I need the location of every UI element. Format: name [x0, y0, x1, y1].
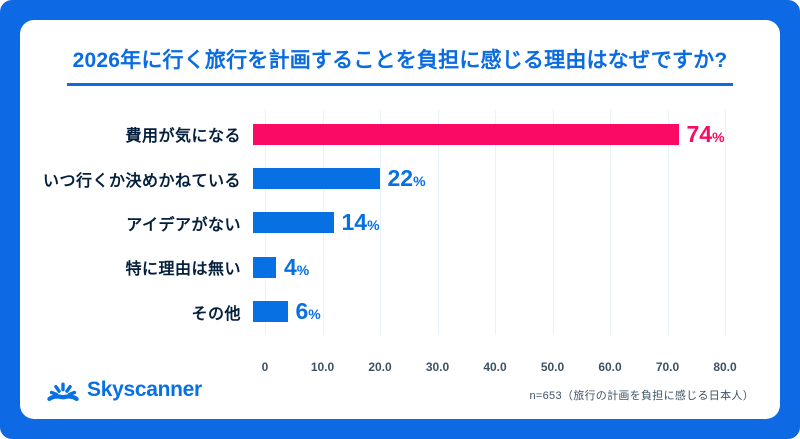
value-label: 22%	[387, 165, 426, 192]
chart-row: アイデアがない 14%	[20, 201, 775, 245]
category-label: いつ行くか決めかねている	[42, 172, 241, 190]
category-label: アイデアがない	[126, 216, 241, 234]
page-title: 2026年に行く旅行を計画することを負担に感じる理由はなぜですか?	[66, 44, 734, 86]
bar-track: 4%	[253, 253, 775, 280]
chart-row: 費用が気になる 74%	[20, 112, 775, 156]
bar	[253, 168, 380, 190]
gridline	[495, 110, 496, 335]
bar	[253, 256, 276, 278]
x-tick: 0	[261, 360, 269, 374]
category-label: 費用が気になる	[125, 128, 241, 146]
gridline	[667, 110, 669, 335]
x-tick: 40.0	[483, 360, 507, 374]
x-tick: 60.0	[598, 360, 622, 374]
x-tick: 50.0	[540, 360, 565, 374]
value-label: 4%	[284, 253, 310, 280]
gridline	[725, 110, 726, 335]
bar-track: 74%	[253, 120, 775, 147]
category-label: 特に理由は無い	[125, 261, 241, 279]
gridline	[380, 110, 381, 335]
value-label: 6%	[295, 298, 321, 325]
logo-text: Skyscanner	[87, 378, 202, 401]
title-wrap: 2026年に行く旅行を計画することを負担に感じる理由はなぜですか?	[20, 44, 780, 86]
chart-row: 特に理由は無い 4%	[20, 245, 775, 289]
skyscanner-logo: Skyscanner	[46, 373, 202, 407]
value-label: 74%	[686, 120, 725, 147]
x-tick: 80.0	[713, 360, 737, 374]
chart-row: その他 6%	[20, 290, 775, 334]
bar-track: 14%	[253, 211, 775, 234]
x-axis: 0 10.0 20.0 30.0 40.0 50.0 60.0 70.0 80.0	[20, 360, 780, 376]
bar	[253, 301, 288, 323]
bar-track: 6%	[253, 300, 775, 323]
x-tick: 70.0	[655, 360, 680, 374]
bar-track: 22%	[253, 167, 775, 190]
gridline	[610, 110, 611, 335]
bar	[253, 123, 679, 145]
x-tick: 10.0	[310, 360, 335, 374]
bar	[253, 212, 334, 234]
sample-note: n=653（旅行の計画を負担に感じる日本人）	[529, 390, 754, 402]
category-label: その他	[191, 305, 241, 323]
x-tick: 30.0	[425, 360, 450, 374]
chart-card: 2026年に行く旅行を計画することを負担に感じる理由はなぜですか? 費用が気にな…	[20, 20, 780, 419]
sun-icon	[46, 373, 80, 407]
gridline	[437, 110, 439, 335]
x-tick: 20.0	[368, 360, 392, 374]
bar-rows: 費用が気になる 74% いつ行くか決めかねている 22% アイデアがない 14% 特に理由は…	[20, 112, 775, 334]
value-label: 14%	[341, 209, 380, 236]
gridline	[552, 110, 554, 335]
chart-row: いつ行くか決めかねている 22%	[20, 156, 775, 200]
